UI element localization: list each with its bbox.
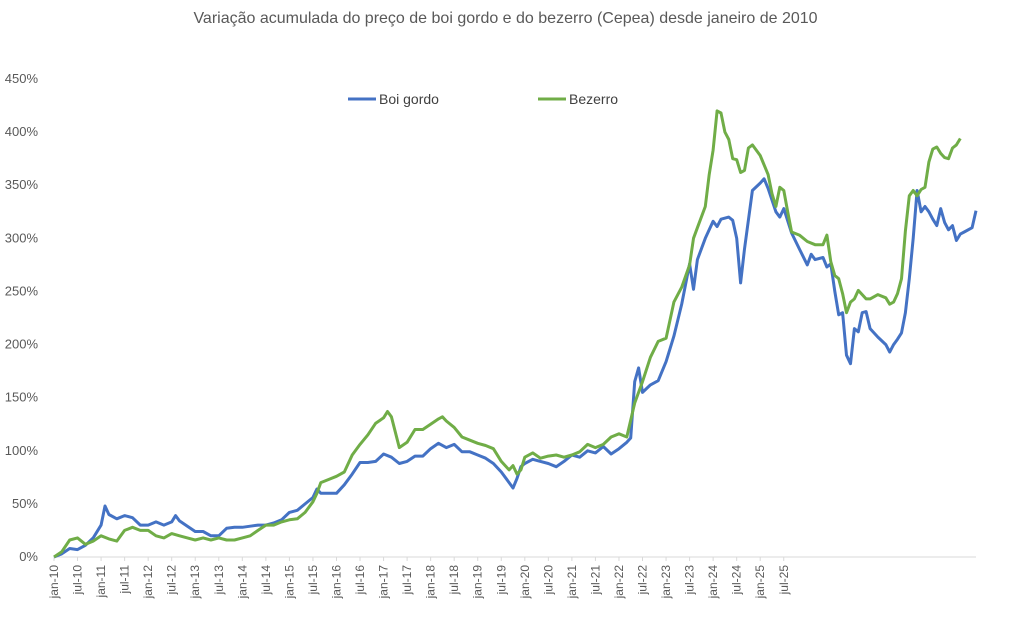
legend-label: Bezerro	[569, 91, 618, 107]
x-axis-ticks: jan-10 jul-10 jan-11 jul-11 jan-12 jul-12 jan-…	[47, 557, 791, 599]
x-tick-label: jul-24	[730, 565, 744, 596]
y-tick-label: 350%	[5, 177, 39, 192]
x-tick-label: jan-22	[612, 565, 626, 600]
series-line-bezerro	[53, 109, 962, 559]
x-tick-label: jul-25	[777, 565, 791, 596]
x-tick-label: jan-21	[565, 565, 579, 600]
x-tick-label: jan-12	[141, 565, 155, 600]
y-tick-label: 300%	[5, 230, 39, 245]
x-tick-label: jan-18	[424, 565, 438, 600]
x-tick-label: jul-19	[494, 565, 508, 596]
series-lines	[53, 109, 978, 559]
x-tick-label: jan-19	[471, 565, 485, 600]
x-tick-label: jul-14	[259, 565, 273, 596]
y-tick-label: 400%	[5, 124, 39, 139]
x-tick-label: jan-13	[188, 565, 202, 600]
x-tick-label: jul-22	[636, 565, 650, 596]
x-tick-label: jul-23	[683, 565, 697, 596]
x-tick-label: jul-18	[447, 565, 461, 596]
x-tick-label: jan-23	[659, 565, 673, 600]
x-tick-label: jan-16	[329, 565, 343, 600]
x-tick-label: jan-15	[282, 565, 296, 600]
y-tick-label: 150%	[5, 390, 39, 405]
x-tick-label: jul-11	[118, 565, 132, 595]
x-tick-label: jul-13	[212, 565, 226, 596]
x-tick-label: jan-14	[235, 565, 249, 600]
y-tick-label: 100%	[5, 443, 39, 458]
x-tick-label: jul-16	[353, 565, 367, 596]
legend-label: Boi gordo	[379, 91, 439, 107]
x-tick-label: jan-25	[753, 565, 767, 600]
x-tick-label: jul-10	[71, 565, 85, 596]
x-tick-label: jan-20	[518, 565, 532, 600]
chart-title: Variação acumulada do preço de boi gordo…	[193, 10, 818, 27]
x-tick-label: jan-24	[706, 565, 720, 600]
series-line-boi-gordo	[53, 177, 978, 559]
x-tick-label: jul-12	[165, 565, 179, 596]
x-tick-label: jul-15	[306, 565, 320, 596]
y-tick-label: 450%	[5, 71, 39, 86]
x-tick-label: jul-17	[400, 565, 414, 596]
legend: Boi gordo Bezerro	[348, 91, 618, 107]
x-tick-label: jan-10	[47, 565, 61, 600]
y-tick-label: 0%	[19, 549, 38, 564]
y-axis-ticks: 0% 50% 100% 150% 200% 250% 300% 350% 400% 450%	[5, 71, 39, 564]
x-tick-label: jan-17	[377, 565, 391, 600]
y-tick-label: 50%	[12, 496, 38, 511]
x-tick-label: jul-20	[541, 565, 555, 596]
y-tick-label: 200%	[5, 337, 39, 352]
x-tick-label: jul-21	[588, 565, 602, 596]
y-tick-label: 250%	[5, 283, 39, 298]
x-tick-label: jan-11	[94, 565, 108, 599]
